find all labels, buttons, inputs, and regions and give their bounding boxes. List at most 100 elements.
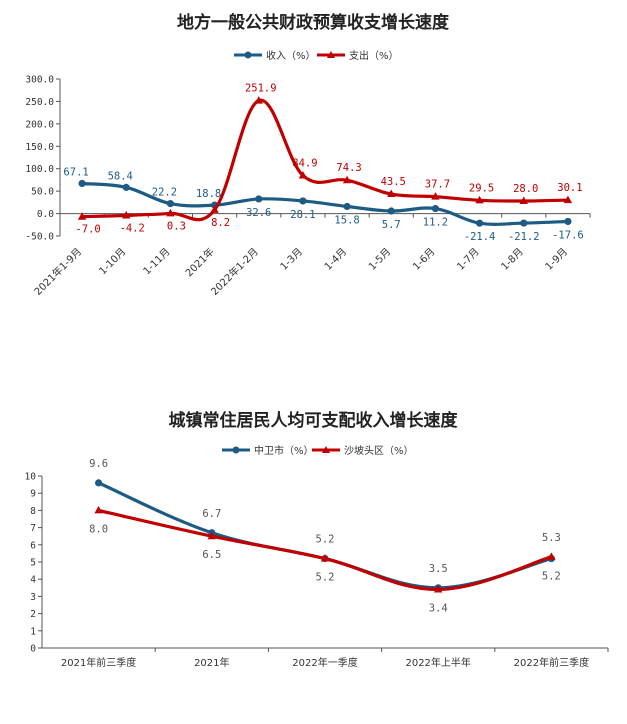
chart2-y-tick-label: 0 — [30, 644, 36, 655]
chart1-x-tick-label: 1-11月 — [141, 246, 173, 278]
chart1-series-1-data-label: 43.5 — [381, 176, 406, 188]
chart2-series-0-data-label: 6.7 — [202, 508, 221, 520]
chart2-x-tick-label: 2021年前三季度 — [61, 656, 136, 669]
chart1-series-0-data-label: 58.4 — [108, 170, 133, 182]
chart2-series-1-point — [320, 554, 330, 562]
chart1-series-0-data-label: 67.1 — [63, 166, 88, 178]
chart1-series-1-point — [77, 212, 87, 220]
chart1-series-0-point — [78, 179, 86, 188]
chart2-x-tick-label: 2022年前三季度 — [514, 656, 589, 669]
chart2-series-1-data-label: 8.0 — [89, 523, 108, 535]
chart1-x-tick-label: 1-3月 — [278, 246, 305, 273]
chart2-legend-marker-city — [232, 446, 240, 454]
chart1-series-0-point — [255, 195, 263, 203]
chart2-data-labels: 9.6 6.7 5.2 3.5 5.2 8.0 6.5 5.2 3.4 5.3 — [89, 458, 561, 615]
chart2-y-tick-label: 4 — [30, 575, 36, 586]
chart1-x-tick-label: 1-5月 — [366, 246, 393, 273]
chart-income-growth: 城镇常住居民人均可支配收入增长速度 中卫市（%） 沙坡头区（%） 1098765… — [25, 410, 609, 669]
chart1-x-tick-label: 1-9月 — [543, 246, 570, 273]
chart1-x-tick-label: 2021年 — [182, 245, 216, 279]
chart1-title: 地方一般公共财政预算收支增长速度 — [177, 12, 450, 33]
chart1-series-0-data-label: 5.7 — [382, 219, 401, 231]
chart2-y-tick-label: 1 — [30, 626, 36, 637]
chart2-series-0-data-label: 9.6 — [89, 458, 108, 470]
chart1-series-1-point — [563, 195, 573, 204]
chart2-series-1-data-label: 5.3 — [542, 532, 561, 544]
chart1-series — [77, 96, 573, 227]
chart1-y-tick-label: 200.0 — [25, 119, 54, 130]
chart1-y-tick-label: 0.0 — [37, 209, 54, 220]
chart1-series-1-point — [431, 192, 440, 200]
chart2-x-tick-label: 2022年一季度 — [292, 656, 357, 669]
chart2-y-tick-label: 8 — [30, 506, 36, 517]
chart1-series-0-data-label: -21.2 — [508, 231, 540, 243]
chart1-y-tick-label: 150.0 — [25, 142, 54, 153]
chart1-series-1-data-label: 251.9 — [245, 83, 277, 95]
chart2-y-tick-label: 2 — [30, 609, 36, 620]
chart2-legend-district: 沙坡头区（%） — [344, 444, 414, 457]
chart2-series-0-data-label: 5.2 — [316, 534, 335, 546]
chart2-series-0-point — [95, 479, 103, 487]
chart1-series-0-point — [520, 219, 528, 227]
chart1-series-1-point — [254, 96, 263, 104]
chart1-x-tick-label: 1-6月 — [410, 246, 437, 273]
chart2-series-1-point — [547, 552, 556, 560]
chart1-x-tick-label: 1-4月 — [322, 246, 349, 273]
chart1-series-1-data-label: 28.0 — [513, 183, 538, 195]
chart1-x-tick-label: 1-8月 — [499, 246, 526, 273]
chart1-series-1-data-label: 74.3 — [336, 162, 361, 174]
chart1-series-0-line — [81, 181, 568, 226]
chart1-series-0-point — [122, 183, 130, 191]
chart2-series-1-point — [94, 505, 103, 514]
chart1-series-0-data-label: -21.4 — [464, 231, 496, 243]
chart1-series-1-point — [298, 170, 308, 179]
chart1-legend-marker-expense — [327, 51, 335, 58]
chart1-series-1-point — [342, 175, 352, 184]
chart2-series-1-data-label: 5.2 — [316, 572, 335, 584]
chart1-series-1-point — [519, 196, 528, 205]
chart1-x-tick-label: 2021年1-9月 — [31, 245, 84, 298]
chart1-legend-income: 收入（%） — [266, 49, 316, 62]
chart1-y-tick-label: 300.0 — [25, 75, 54, 86]
chart1-y-tick-label: 250.0 — [25, 97, 54, 108]
chart1-x-tick-label: 1-7月 — [455, 246, 482, 273]
chart1-series-1-point — [166, 208, 175, 217]
chart1-series-1-point — [210, 205, 219, 213]
chart1-series-1-data-label: 37.7 — [425, 179, 450, 191]
chart1-y-tick-label: -50.0 — [25, 232, 54, 243]
chart1-series-0-data-label: 28.1 — [290, 209, 315, 221]
chart1-legend-marker-income — [244, 51, 252, 59]
chart-fiscal-growth: 地方一般公共财政预算收支增长速度 收入（%） 支出（%） 300.0 250.0 2… — [25, 12, 591, 298]
chart1-y-tick-label: 100.0 — [25, 164, 54, 175]
chart1-series-0-data-label: 15.8 — [334, 214, 359, 226]
chart2-series-0-data-label: 5.2 — [542, 571, 561, 583]
chart1-series-0-point — [299, 197, 307, 205]
chart1-series-0-point — [564, 217, 572, 226]
chart1-series-0-point — [431, 204, 440, 213]
chart1-series-1-data-label: -7.0 — [75, 224, 100, 236]
chart1-data-labels: 67.1 58.4 22.2 18.8 32.6 28.1 15.8 5.7 11.2 -21.4… — [63, 83, 583, 244]
chart2-series-1-data-label: 6.5 — [202, 549, 221, 561]
chart1-series-1-point — [387, 189, 396, 198]
chart2-x-tick-label: 2021年 — [194, 656, 229, 669]
chart2-y-tick-label: 7 — [30, 523, 36, 534]
chart1-series-1-point — [122, 210, 131, 219]
chart1-legend-expense: 支出（%） — [349, 49, 399, 62]
chart1-series-0-data-label: 18.8 — [196, 188, 221, 200]
chart1-series-1-line — [82, 98, 568, 222]
chart1-series-0-point — [166, 200, 175, 208]
chart2-legend-city: 中卫市（%） — [254, 444, 314, 457]
chart2-x-tick-label: 2022年上半年 — [405, 656, 470, 669]
chart2-y-tick-label: 10 — [25, 472, 37, 483]
chart2-series-1-data-label: 3.4 — [429, 603, 448, 615]
chart1-series-1-point — [475, 195, 484, 204]
chart2-y-tick-label: 5 — [30, 558, 36, 569]
chart2-series-1-point — [207, 531, 216, 540]
chart1-series-0-point — [343, 202, 351, 211]
chart2-legend: 中卫市（%） 沙坡头区（%） — [222, 444, 414, 457]
chart1-series-1-data-label: 0.3 — [167, 220, 186, 232]
chart1-series-0-point — [475, 219, 484, 227]
chart1-x-tick-label: 1-10月 — [97, 246, 129, 278]
